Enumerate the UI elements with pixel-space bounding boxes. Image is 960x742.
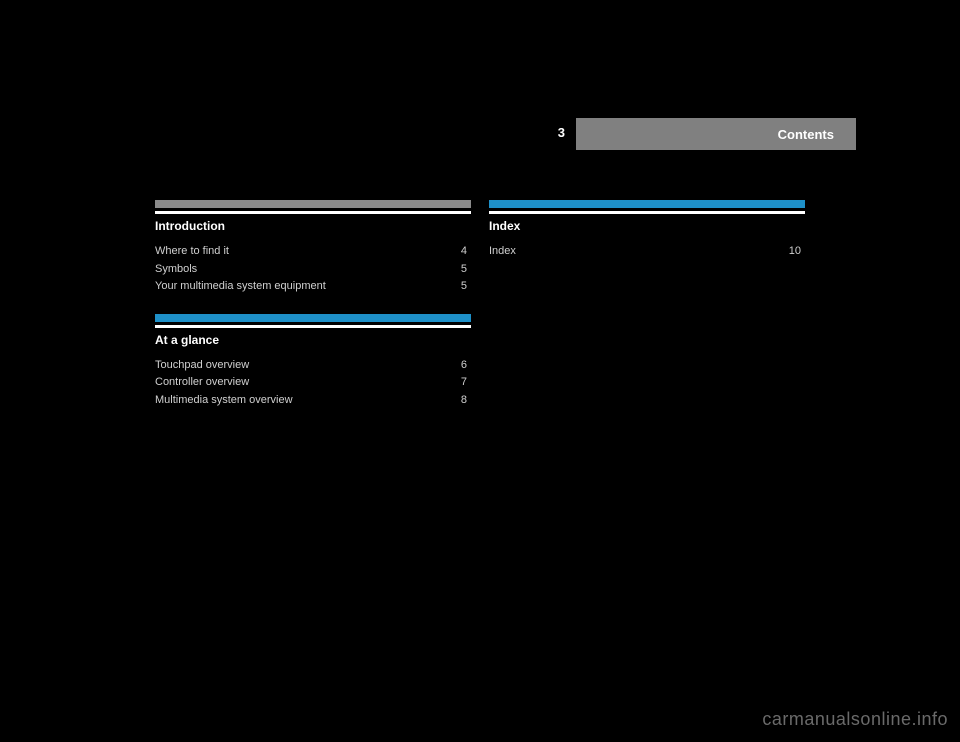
toc-entry-text: Symbols (155, 261, 451, 279)
toc-entry[interactable]: Index 10 (489, 243, 805, 261)
section-divider (155, 211, 471, 214)
watermark: carmanualsonline.info (762, 709, 948, 730)
toc-entry-page: 5 (461, 278, 467, 296)
section-divider (489, 211, 805, 214)
toc-entry[interactable]: Your multimedia system equipment 5 (155, 278, 471, 296)
section-header-bar (489, 200, 805, 208)
toc-section: IntroductionWhere to find it4Symbols5You… (155, 200, 471, 296)
toc-entry[interactable]: Touchpad overview 6 (155, 357, 471, 375)
section-header-bar (155, 314, 471, 322)
toc-entry[interactable]: Multimedia system overview 8 (155, 392, 471, 410)
page-number: 3 (558, 125, 565, 140)
toc-entry-page: 5 (461, 261, 467, 279)
toc-entry-page: 4 (461, 243, 467, 261)
toc-entry-page: 6 (461, 357, 467, 375)
toc-section: Index Index 10 (489, 200, 805, 261)
section-title: Index (489, 219, 805, 233)
toc-entry-page: 10 (789, 243, 801, 261)
column-left: IntroductionWhere to find it4Symbols5You… (155, 200, 471, 410)
column-right: Index Index 10 (489, 200, 805, 410)
content-area: IntroductionWhere to find it4Symbols5You… (155, 200, 805, 410)
page-header: Contents (576, 118, 856, 150)
toc-entry-text: Controller overview (155, 374, 451, 392)
toc-entry-text: Where to find it (155, 243, 451, 261)
section-title: Introduction (155, 219, 471, 233)
toc-entry-page: 7 (461, 374, 467, 392)
toc-entry-text: Your multimedia system equipment (155, 278, 451, 296)
section-title: At a glance (155, 333, 471, 347)
section-divider (155, 325, 471, 328)
toc-entry[interactable]: Controller overview 7 (155, 374, 471, 392)
toc-entry[interactable]: Symbols 5 (155, 261, 471, 279)
section-header-bar (155, 200, 471, 208)
toc-entry[interactable]: Where to find it 4 (155, 243, 471, 261)
toc-section: At a glanceTouchpad overview6Controller … (155, 314, 471, 410)
section-spacer (155, 296, 471, 314)
toc-entry-text: Index (489, 243, 779, 261)
page-header-title: Contents (778, 127, 834, 142)
toc-entry-text: Touchpad overview (155, 357, 451, 375)
columns-container: IntroductionWhere to find it4Symbols5You… (155, 200, 805, 410)
toc-entry-page: 8 (461, 392, 467, 410)
toc-entry-text: Multimedia system overview (155, 392, 451, 410)
